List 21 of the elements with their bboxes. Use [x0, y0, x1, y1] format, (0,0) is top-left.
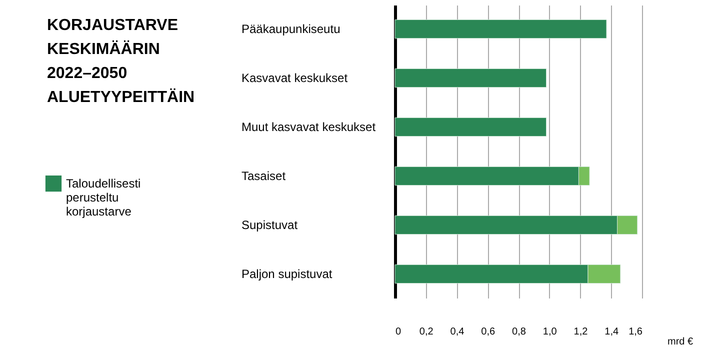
y-tick-label: Kasvavat keskukset: [242, 71, 348, 86]
y-tick-label: Supistuvat: [242, 218, 298, 232]
bar: [394, 117, 547, 137]
x-tick-label: 0,6: [481, 326, 496, 338]
text: KORJAUSTARVE KESKIMÄÄRIN 2022–2050 ALUETYYPEITTÄIN: [47, 17, 195, 106]
x-tick-label: 1,0: [542, 326, 558, 338]
y-tick-label: Paljon supistuvat: [242, 266, 333, 281]
y-tick-label: Pääkaupunkiseutu: [242, 22, 340, 36]
legend-label: Taloudellisesti perusteltu korjaustarve: [66, 176, 141, 218]
x-tick-label: 1,4: [604, 326, 620, 338]
bar: [394, 68, 547, 88]
x-tick-label: 0: [396, 326, 402, 338]
x-tick-label: 0,2: [419, 326, 434, 338]
bar: [394, 19, 607, 39]
x-tick-label: 0,8: [512, 326, 526, 338]
x-tick-label: 1,6: [628, 326, 643, 338]
y-tick-label: Tasaiset: [242, 169, 286, 183]
x-axis-title: mrd €: [668, 336, 694, 348]
x-tick-label: 1,2: [574, 326, 588, 338]
x-tick-label: 0,4: [450, 326, 465, 338]
y-tick-label: Muut kasvavat keskukset: [242, 120, 376, 134]
